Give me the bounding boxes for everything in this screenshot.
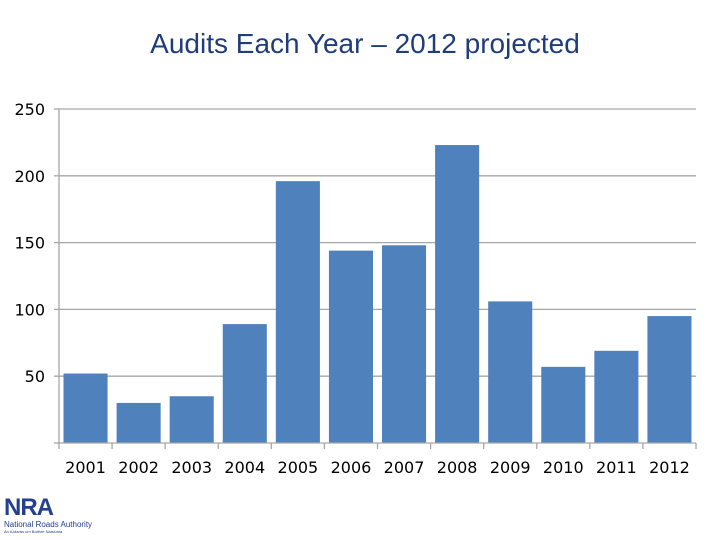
logo-tagline: An tÚdarás um Bóithre Náisiúnta: [4, 529, 63, 534]
x-tick-label: 2010: [543, 458, 584, 477]
bar-2008: [435, 145, 480, 443]
x-tick-label: 2002: [118, 458, 159, 477]
bar-2002: [116, 402, 161, 443]
x-tick-label: 2006: [331, 458, 372, 477]
bar-2005: [275, 181, 320, 444]
y-tick-label: 150: [14, 234, 45, 253]
nra-logo: NRA National Roads Authority An tÚdarás …: [4, 496, 94, 536]
bar-chart: 50 100 150 200 250 2001 2002 2003 2004 2005 2006 20…: [14, 100, 697, 477]
bar-2004: [222, 324, 267, 443]
bar-2007: [382, 245, 427, 443]
y-tick-label: 100: [14, 300, 45, 319]
x-tick-label: 2001: [65, 458, 106, 477]
y-tick-label: 200: [14, 167, 45, 186]
x-tick-label: 2008: [437, 458, 478, 477]
bar-2001: [63, 373, 108, 443]
x-tick-label: 2011: [596, 458, 637, 477]
bar-2009: [488, 301, 533, 443]
bar-2012: [647, 316, 692, 443]
bar-2006: [328, 250, 373, 443]
x-tick-label: 2012: [649, 458, 690, 477]
y-tick-label: 250: [14, 100, 45, 119]
x-tick-label: 2005: [278, 458, 319, 477]
gridlines: [59, 108, 696, 377]
axes: [54, 108, 697, 449]
bar-2003: [169, 396, 214, 443]
bar-2010: [541, 366, 586, 443]
x-tick-label: 2004: [224, 458, 265, 477]
bars: [63, 145, 692, 444]
x-tick-label: 2003: [171, 458, 212, 477]
x-tick-label: 2007: [384, 458, 425, 477]
bar-2011: [594, 350, 639, 443]
logo-mark: NRA: [4, 494, 54, 521]
logo-name: National Roads Authority: [4, 520, 93, 529]
x-tick-label: 2009: [490, 458, 531, 477]
chart-title: Audits Each Year – 2012 projected: [150, 28, 580, 59]
tick-labels: 50 100 150 200 250 2001 2002 2003 2004 2005 2006 20…: [14, 100, 689, 477]
y-tick-label: 50: [25, 367, 45, 386]
